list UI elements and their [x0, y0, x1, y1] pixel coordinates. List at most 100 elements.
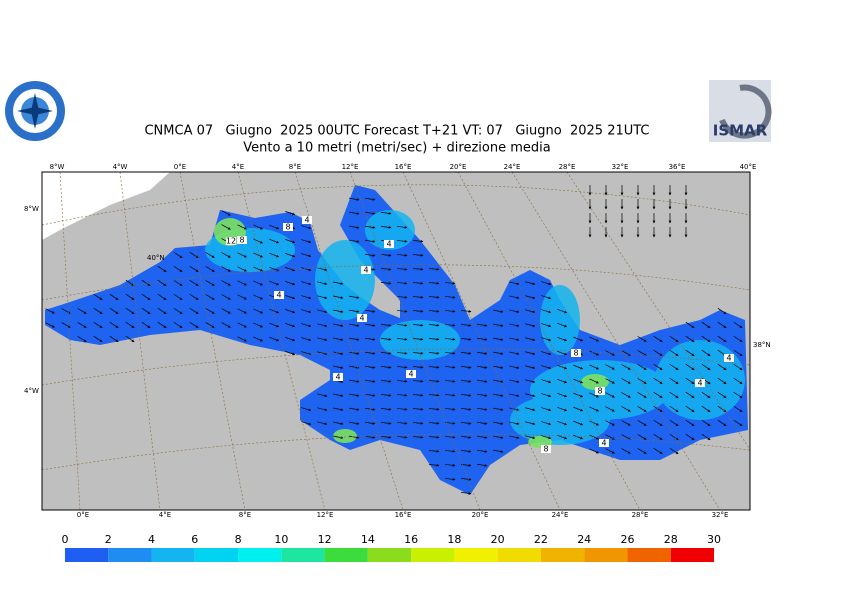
wind-arrow: [317, 309, 328, 314]
wind-arrow: [444, 323, 456, 327]
wind-arrow: [733, 377, 743, 385]
color-box: [627, 548, 671, 562]
contour-label-bg: [541, 445, 551, 453]
wind-arrow: [349, 323, 360, 327]
wind-arrow: [589, 448, 599, 454]
wind-arrow: [269, 336, 280, 342]
colorbar-label: 18: [447, 533, 461, 546]
wind-arrow: [428, 379, 440, 383]
wind-arrow: [189, 280, 199, 286]
wind-arrow: [509, 337, 520, 341]
contour-label: 4: [697, 379, 702, 388]
wind-arrow: [317, 421, 328, 426]
wind-arrow: [541, 351, 552, 356]
wind-arrow: [493, 323, 504, 327]
wind-arrow: [285, 337, 296, 342]
wind-arrow: [685, 335, 695, 343]
wind-arrow: [509, 421, 520, 425]
wind-arrow: [317, 323, 328, 328]
wind-arrow: [333, 435, 344, 439]
wind-arrow: [669, 447, 679, 455]
wind-arrow: [444, 435, 456, 439]
color-box: [151, 548, 195, 562]
wind-arrow: [477, 449, 488, 453]
wind-arrow: [717, 419, 727, 427]
wind-arrow: [444, 407, 456, 411]
wind-arrow: [525, 309, 536, 314]
color-box: [324, 548, 368, 562]
wind-arrow: [653, 392, 663, 398]
lon-label-bottom: 20°E: [472, 511, 489, 519]
wind-arrow: [380, 393, 392, 397]
wind-arrow: [333, 309, 344, 313]
contour-label: 12: [226, 237, 236, 246]
colorbar-label: 28: [664, 533, 678, 546]
wind-arrow: [349, 407, 360, 411]
wind-arrow: [685, 363, 695, 371]
wind-arrow: [285, 281, 296, 286]
wind-arrow: [653, 420, 663, 426]
wind-arrow: [157, 293, 167, 301]
wind-arrow: [317, 393, 328, 398]
wind-arrow: [396, 267, 408, 271]
wind-arrow: [573, 434, 584, 440]
color-box: [65, 548, 109, 562]
contour-label-bg: [333, 373, 343, 381]
wind-arrow: [605, 392, 615, 398]
wind-arrow: [380, 365, 392, 369]
wind-arrow: [173, 279, 183, 287]
wind-arrow: [173, 251, 183, 259]
wind-arrow: [428, 267, 440, 271]
wind-arrow: [541, 281, 552, 286]
wind-arrow: [541, 295, 552, 300]
wind-arrow: [349, 393, 360, 397]
wind-arrow: [733, 363, 743, 371]
wind-arrow: [557, 435, 568, 440]
wind-arrow: [365, 393, 376, 397]
wind-arrow: [428, 449, 440, 453]
wind-arrow: [541, 435, 552, 440]
wind-arrow: [221, 210, 231, 216]
wind-arrow: [396, 323, 408, 327]
wind-arrow: [541, 407, 552, 412]
wind-arrow: [333, 281, 344, 285]
wind-arrow: [45, 322, 55, 328]
lon-label-top: 32°E: [612, 163, 629, 171]
lon-label-top: 4°E: [232, 163, 244, 171]
wind-arrow: [380, 407, 392, 411]
wind-arrow: [669, 391, 679, 399]
colorbar-label: 30: [707, 533, 721, 546]
graticule: [42, 172, 750, 510]
color-box: [454, 548, 498, 562]
wind-arrow: [460, 393, 472, 397]
wind-arrow: [380, 351, 392, 355]
wind-arrow: [541, 379, 552, 384]
wind-arrow: [109, 321, 119, 329]
wind-arrow: [717, 377, 727, 385]
wind-arrow: [701, 363, 711, 371]
colorbar-label: 26: [620, 533, 634, 546]
wind-arrow: [253, 336, 263, 342]
contour-label: 4: [386, 240, 391, 249]
wind-arrow: [412, 435, 424, 439]
wind-arrow: [733, 391, 743, 399]
lat-label: 8°W: [24, 205, 39, 213]
wind-arrow: [333, 337, 344, 341]
wind-arrow: [285, 211, 296, 216]
outside: [42, 172, 170, 240]
wind-arrow: [621, 448, 631, 454]
wind-arrow: [189, 266, 199, 272]
wind-arrow: [428, 463, 440, 467]
wind-arrow: [189, 252, 199, 258]
logo-left: [5, 81, 65, 141]
wind-arrow: [317, 337, 328, 342]
wind-arrow: [525, 421, 536, 426]
wind-arrow: [509, 351, 520, 355]
wind-arrow: [701, 349, 711, 357]
wind-arrow: [685, 377, 695, 385]
wind-arrow: [365, 197, 376, 201]
wind-arrow: [460, 477, 472, 481]
wind-arrow: [349, 197, 360, 201]
